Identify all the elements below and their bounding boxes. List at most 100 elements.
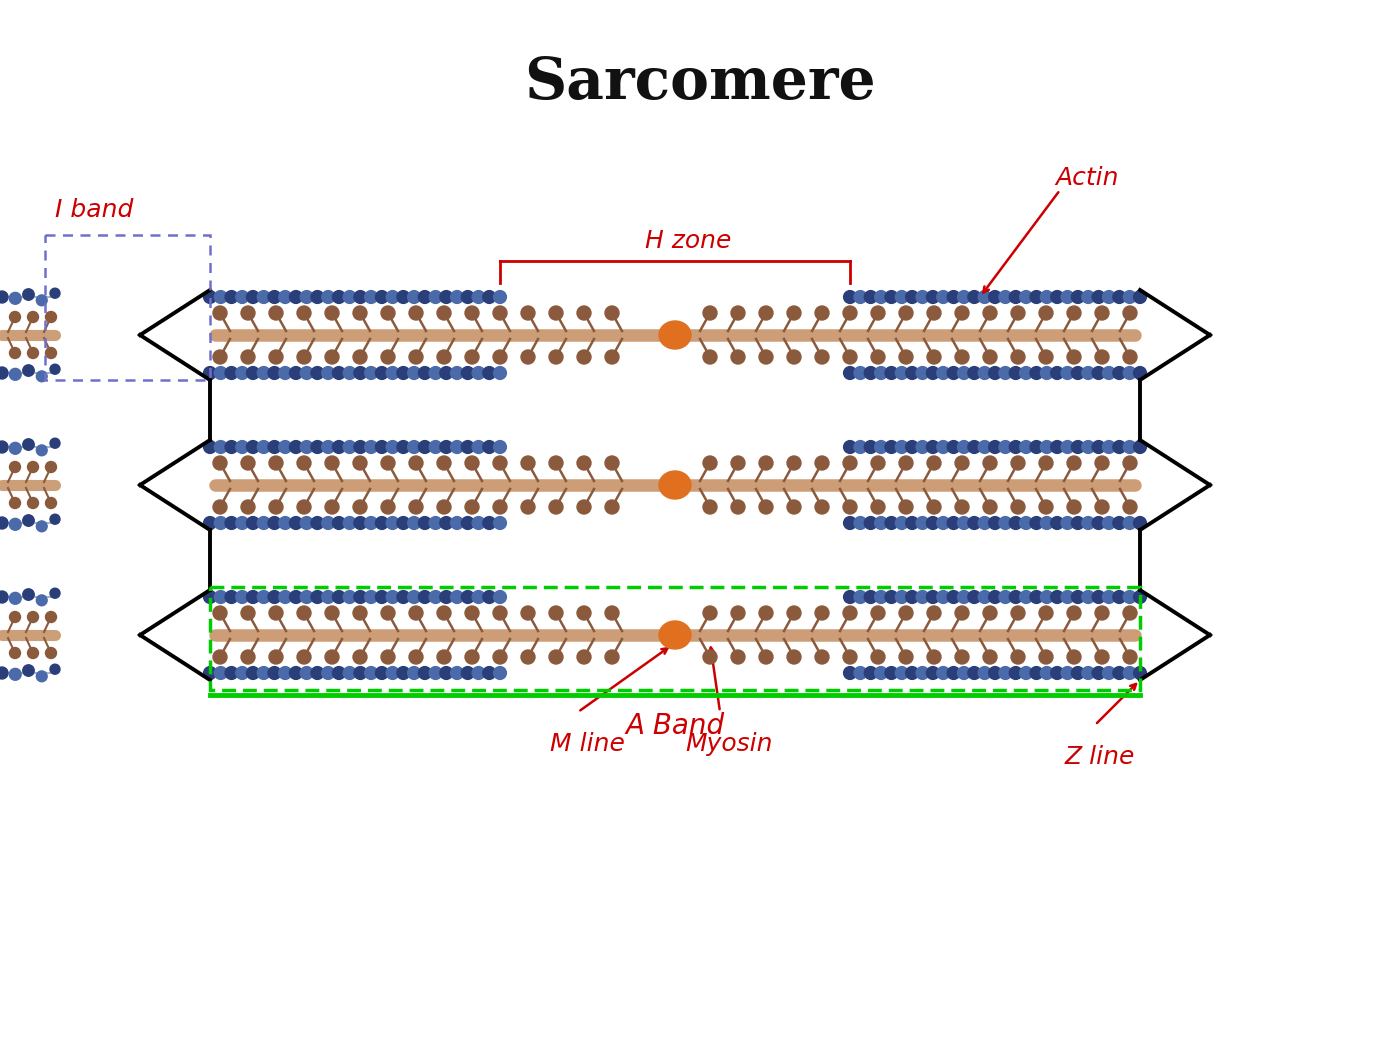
Circle shape <box>549 456 563 470</box>
Circle shape <box>1123 367 1135 380</box>
Circle shape <box>365 367 378 380</box>
Circle shape <box>1061 441 1074 453</box>
Circle shape <box>269 650 283 664</box>
Circle shape <box>451 290 463 304</box>
Circle shape <box>241 306 255 320</box>
Circle shape <box>1134 517 1147 529</box>
Circle shape <box>605 306 619 320</box>
Circle shape <box>440 667 452 679</box>
Circle shape <box>472 667 484 679</box>
Circle shape <box>521 500 535 514</box>
Circle shape <box>521 650 535 664</box>
Circle shape <box>1000 667 1012 679</box>
Circle shape <box>731 500 745 514</box>
Circle shape <box>241 606 255 620</box>
Circle shape <box>1123 517 1135 529</box>
Circle shape <box>258 667 270 679</box>
Circle shape <box>1082 441 1095 453</box>
Circle shape <box>332 367 346 380</box>
Circle shape <box>916 517 930 529</box>
Circle shape <box>50 589 60 598</box>
Circle shape <box>1092 367 1105 380</box>
Circle shape <box>375 517 388 529</box>
Circle shape <box>759 306 773 320</box>
Circle shape <box>815 500 829 514</box>
Text: M line: M line <box>550 732 624 756</box>
Circle shape <box>1040 441 1053 453</box>
Circle shape <box>854 290 867 304</box>
Circle shape <box>50 514 60 524</box>
Circle shape <box>815 606 829 620</box>
Circle shape <box>1039 350 1053 364</box>
Circle shape <box>311 591 323 603</box>
Circle shape <box>605 650 619 664</box>
Circle shape <box>465 500 479 514</box>
Circle shape <box>967 290 980 304</box>
Circle shape <box>354 667 367 679</box>
Circle shape <box>203 667 217 679</box>
Circle shape <box>10 497 21 509</box>
Circle shape <box>1030 517 1043 529</box>
Circle shape <box>494 667 507 679</box>
Circle shape <box>353 650 367 664</box>
Ellipse shape <box>659 471 692 499</box>
Circle shape <box>885 441 897 453</box>
Circle shape <box>419 591 431 603</box>
Circle shape <box>258 517 270 529</box>
Circle shape <box>885 367 897 380</box>
Circle shape <box>322 667 335 679</box>
Circle shape <box>1030 667 1043 679</box>
Circle shape <box>549 650 563 664</box>
Circle shape <box>1113 290 1126 304</box>
Circle shape <box>948 517 960 529</box>
Circle shape <box>759 606 773 620</box>
Circle shape <box>899 350 913 364</box>
Circle shape <box>927 650 941 664</box>
Circle shape <box>885 517 897 529</box>
Circle shape <box>577 606 591 620</box>
Circle shape <box>896 517 909 529</box>
Circle shape <box>365 667 378 679</box>
Circle shape <box>979 441 991 453</box>
Circle shape <box>419 441 431 453</box>
Circle shape <box>297 650 311 664</box>
Circle shape <box>297 606 311 620</box>
Circle shape <box>353 500 367 514</box>
Circle shape <box>605 350 619 364</box>
Circle shape <box>398 667 410 679</box>
Circle shape <box>988 441 1001 453</box>
Circle shape <box>1061 591 1074 603</box>
Circle shape <box>1092 441 1105 453</box>
Circle shape <box>258 290 270 304</box>
Circle shape <box>875 591 888 603</box>
Circle shape <box>703 500 717 514</box>
Circle shape <box>1039 456 1053 470</box>
Circle shape <box>398 441 410 453</box>
Circle shape <box>1019 441 1032 453</box>
Circle shape <box>381 650 395 664</box>
Circle shape <box>440 367 452 380</box>
Circle shape <box>325 456 339 470</box>
Circle shape <box>419 290 431 304</box>
Circle shape <box>577 306 591 320</box>
Circle shape <box>1019 517 1032 529</box>
Circle shape <box>343 667 356 679</box>
Circle shape <box>1051 517 1064 529</box>
Circle shape <box>1051 591 1064 603</box>
Circle shape <box>0 591 8 603</box>
Circle shape <box>906 441 918 453</box>
Circle shape <box>332 517 346 529</box>
Circle shape <box>1123 441 1135 453</box>
Circle shape <box>1011 650 1025 664</box>
Circle shape <box>290 517 302 529</box>
Circle shape <box>225 367 238 380</box>
Circle shape <box>36 371 48 382</box>
Circle shape <box>0 367 8 379</box>
Circle shape <box>494 367 507 380</box>
Circle shape <box>10 347 21 359</box>
Circle shape <box>322 591 335 603</box>
Circle shape <box>815 650 829 664</box>
Circle shape <box>967 591 980 603</box>
Circle shape <box>241 650 255 664</box>
Circle shape <box>398 367 410 380</box>
